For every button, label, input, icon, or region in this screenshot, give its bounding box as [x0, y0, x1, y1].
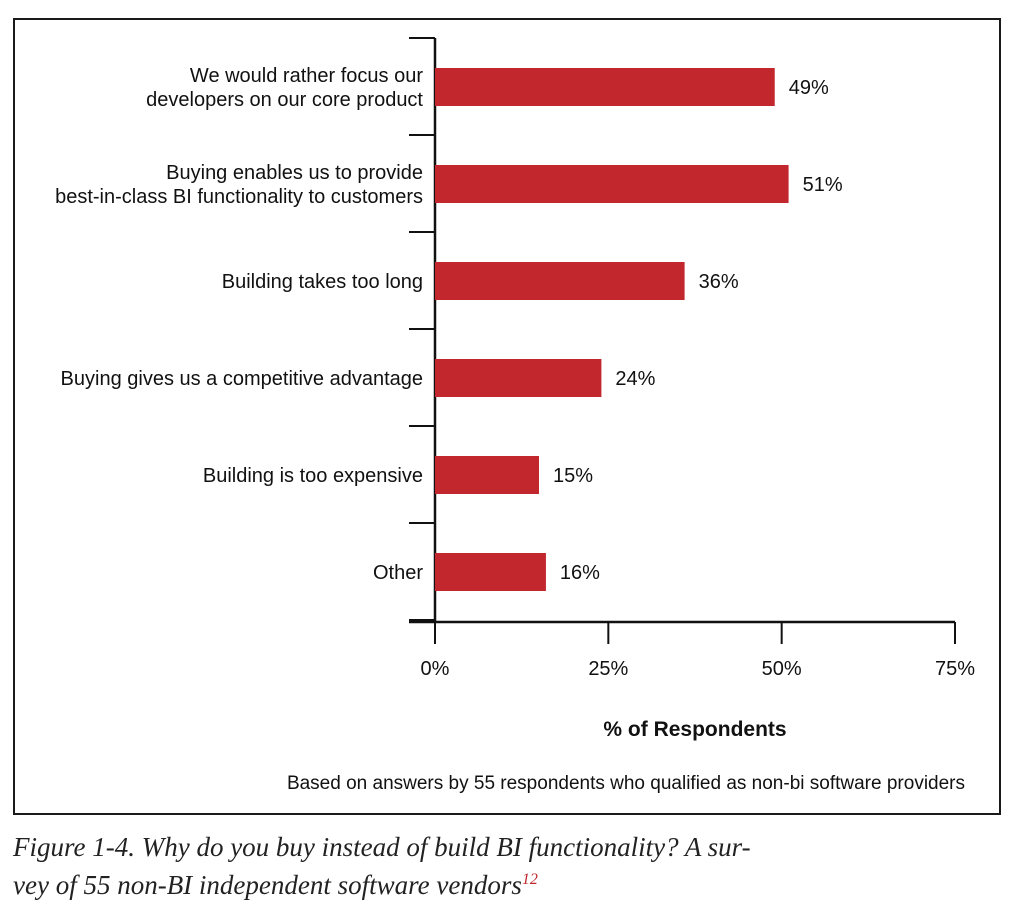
category-label-line: Building is too expensive — [203, 465, 423, 487]
x-axis-title: % of Respondents — [603, 718, 786, 741]
bar-value-label: 15% — [553, 465, 593, 487]
bar — [435, 553, 546, 591]
category-label: We would rather focus our developers on o… — [146, 65, 423, 111]
category-label: Building is too expensive — [203, 465, 423, 487]
category-label-line: Buying enables us to provide — [166, 162, 423, 184]
category-label: Buying enables us to provide best-in-clas… — [55, 162, 423, 208]
chart-note: Based on answers by 55 respondents who q… — [287, 773, 965, 794]
bar-value-label: 16% — [560, 562, 600, 584]
footnote-marker: 12 — [521, 871, 538, 888]
category-label: Building takes too long — [222, 271, 423, 293]
category-label: Buying gives us a competitive advantage — [61, 368, 423, 390]
bar — [435, 165, 789, 203]
category-label-line: best-in-class BI functionality to custom… — [55, 186, 423, 208]
category-label-line: developers on our core product — [146, 89, 423, 111]
bar — [435, 359, 602, 397]
x-tick-label: 25% — [588, 658, 628, 680]
bar-chart: 0% 25% 50% 75% 49% We would rather focus our d… — [55, 37, 975, 794]
bar — [435, 68, 775, 106]
bar-value-label: 49% — [789, 77, 829, 99]
bar — [435, 262, 685, 300]
category-label-line: We would rather focus our — [190, 65, 423, 87]
caption-line-1: Figure 1-4. Why do you buy instead of bu… — [13, 832, 751, 862]
chart-frame: 0% 25% 50% 75% 49% We would rather focus our d… — [13, 18, 1001, 815]
category-label-line: Buying gives us a competitive advantage — [61, 368, 423, 390]
bar-value-label: 51% — [803, 174, 843, 196]
x-tick-label: 0% — [421, 658, 450, 680]
caption-line-2: vey of 55 non-BI independent software ve… — [13, 870, 522, 900]
category-label: Other — [373, 562, 423, 584]
bar-value-label: 36% — [699, 271, 739, 293]
bar-value-label: 24% — [615, 368, 655, 390]
category-label-line: Other — [373, 562, 423, 584]
bar — [435, 456, 539, 494]
category-label-line: Building takes too long — [222, 271, 423, 293]
figure-caption: Figure 1-4. Why do you buy instead of bu… — [13, 828, 1003, 904]
x-tick-label: 75% — [935, 658, 975, 680]
x-tick-label: 50% — [762, 658, 802, 680]
